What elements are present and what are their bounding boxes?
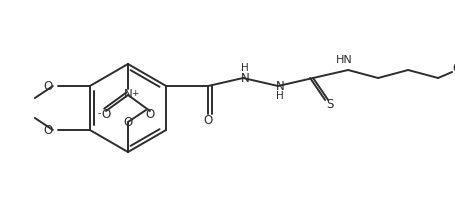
Text: O: O: [44, 123, 53, 137]
Text: N: N: [241, 72, 249, 84]
Text: N: N: [276, 80, 284, 92]
Text: H: H: [276, 91, 284, 101]
Text: O: O: [146, 108, 155, 122]
Text: N: N: [124, 88, 132, 101]
Text: O: O: [44, 80, 53, 92]
Text: -: -: [97, 108, 101, 118]
Text: +: +: [131, 88, 139, 97]
Text: HN: HN: [336, 55, 353, 65]
Text: O: O: [123, 115, 132, 128]
Text: H: H: [241, 63, 249, 73]
Text: O: O: [452, 61, 455, 74]
Text: S: S: [326, 97, 334, 111]
Text: O: O: [203, 115, 213, 127]
Text: O: O: [101, 108, 111, 122]
